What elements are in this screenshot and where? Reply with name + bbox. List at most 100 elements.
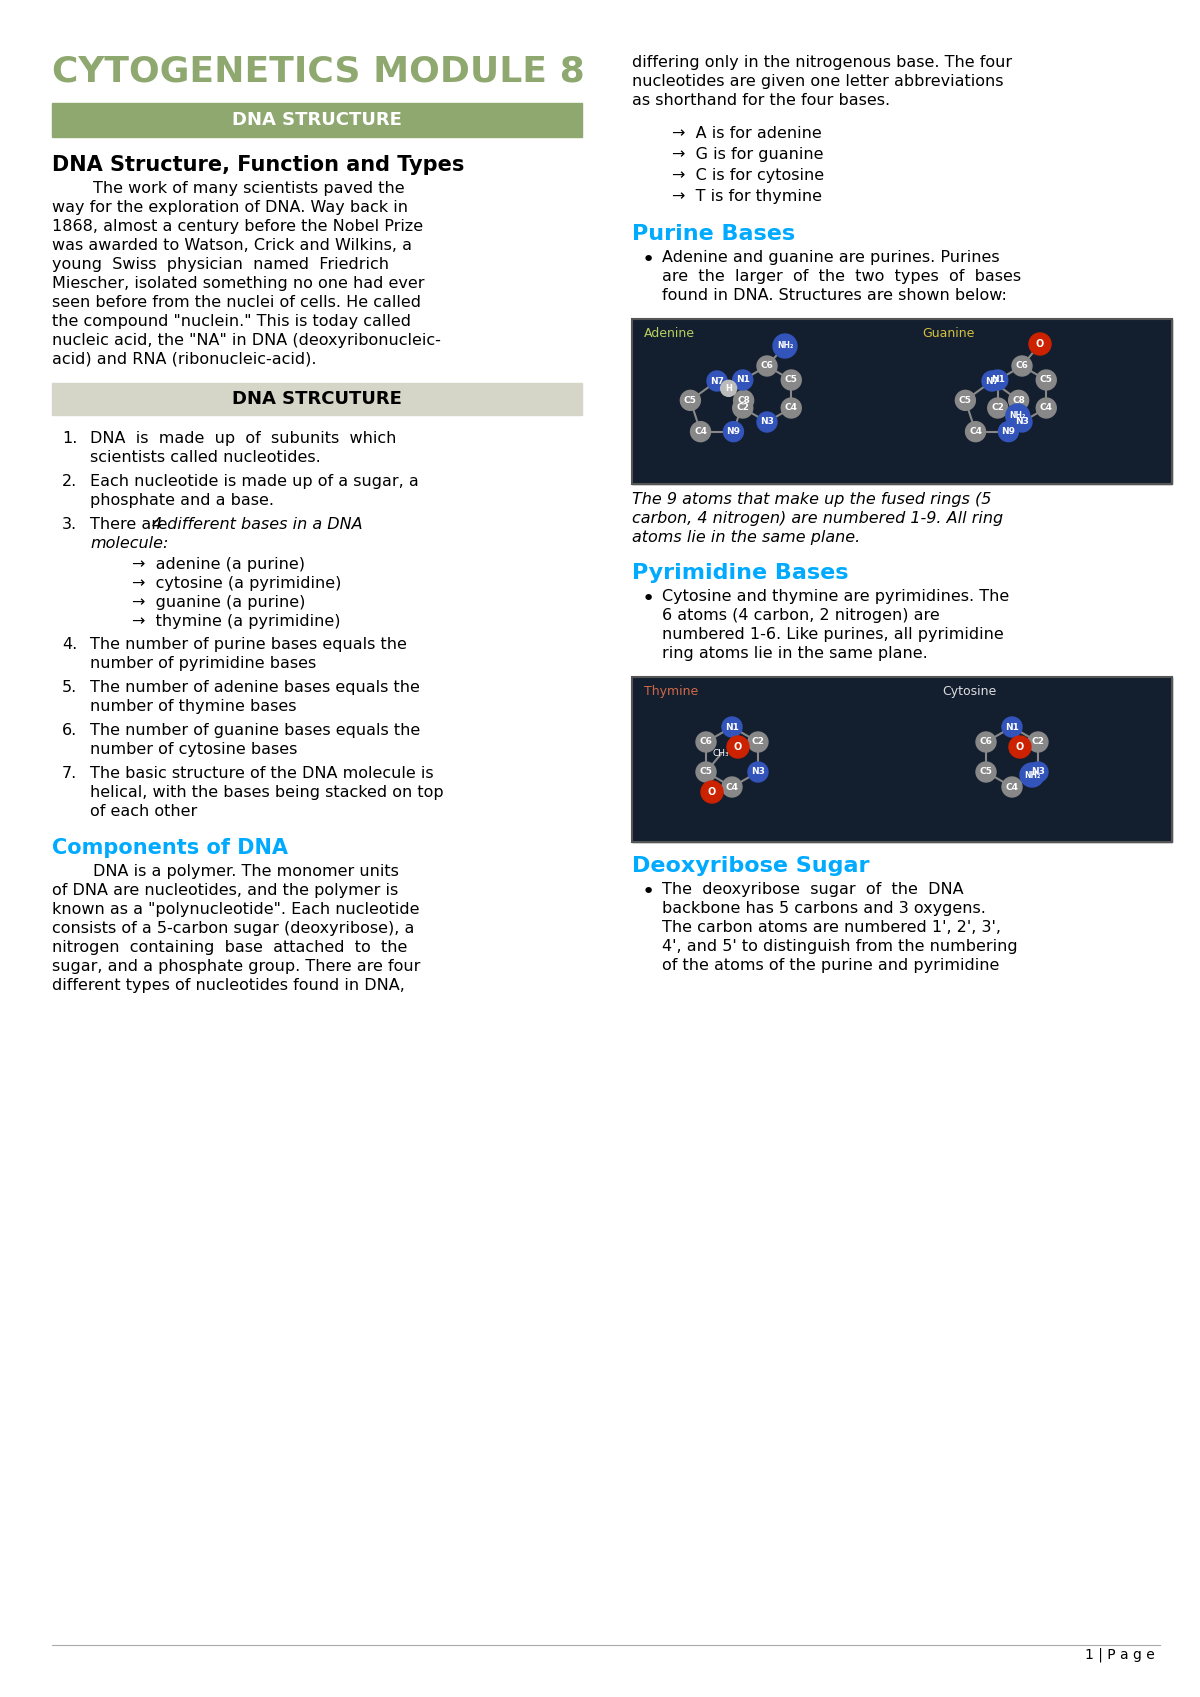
Text: phosphate and a base.: phosphate and a base.	[90, 494, 274, 507]
Text: →  cytosine (a pyrimidine): → cytosine (a pyrimidine)	[132, 575, 341, 591]
Text: C5: C5	[1040, 375, 1052, 385]
Text: The number of adenine bases equals the: The number of adenine bases equals the	[90, 680, 420, 696]
Bar	[632, 677, 1172, 842]
Text: →  A is for adenine: → A is for adenine	[672, 126, 822, 141]
Text: O: O	[734, 742, 742, 752]
Circle shape	[724, 421, 744, 441]
Circle shape	[727, 736, 749, 759]
Text: DNA Structure, Function and Types: DNA Structure, Function and Types	[52, 154, 464, 175]
Text: of each other: of each other	[90, 804, 197, 820]
Bar	[632, 319, 1172, 484]
Text: N1: N1	[991, 375, 1004, 385]
Circle shape	[748, 731, 768, 752]
Text: DNA is a polymer. The monomer units: DNA is a polymer. The monomer units	[52, 864, 398, 879]
Circle shape	[748, 762, 768, 782]
Circle shape	[733, 390, 754, 411]
Text: Adenine: Adenine	[644, 328, 695, 339]
Circle shape	[1030, 333, 1051, 355]
Circle shape	[1037, 399, 1056, 417]
Circle shape	[781, 399, 802, 417]
Text: NH₂: NH₂	[1024, 770, 1040, 779]
Text: way for the exploration of DNA. Way back in: way for the exploration of DNA. Way back…	[52, 200, 408, 216]
Text: 6.: 6.	[62, 723, 77, 738]
Text: nitrogen  containing  base  attached  to  the: nitrogen containing base attached to the	[52, 940, 407, 955]
Text: 7.: 7.	[62, 765, 77, 781]
Text: DNA  is  made  up  of  subunits  which: DNA is made up of subunits which	[90, 431, 396, 446]
Circle shape	[1009, 736, 1031, 759]
Circle shape	[988, 399, 1008, 417]
Text: number of thymine bases: number of thymine bases	[90, 699, 296, 714]
Text: →  thymine (a pyrimidine): → thymine (a pyrimidine)	[132, 614, 341, 630]
Circle shape	[680, 390, 701, 411]
Circle shape	[722, 718, 742, 736]
Text: N1: N1	[736, 375, 750, 385]
Text: N9: N9	[1002, 428, 1015, 436]
Text: C4: C4	[694, 428, 707, 436]
Text: sugar, and a phosphate group. There are four: sugar, and a phosphate group. There are …	[52, 959, 420, 974]
Text: The work of many scientists paved the: The work of many scientists paved the	[52, 182, 404, 195]
Text: The number of purine bases equals the: The number of purine bases equals the	[90, 636, 407, 652]
Text: carbon, 4 nitrogen) are numbered 1-9. All ring: carbon, 4 nitrogen) are numbered 1-9. Al…	[632, 511, 1003, 526]
Circle shape	[773, 334, 797, 358]
Text: Adenine and guanine are purines. Purines: Adenine and guanine are purines. Purines	[662, 249, 1000, 265]
Text: The basic structure of the DNA molecule is: The basic structure of the DNA molecule …	[90, 765, 433, 781]
Text: number of pyrimidine bases: number of pyrimidine bases	[90, 657, 317, 670]
Text: N3: N3	[760, 417, 774, 426]
Text: O: O	[1016, 742, 1024, 752]
Text: C2: C2	[1032, 738, 1044, 747]
Circle shape	[1028, 731, 1048, 752]
Text: C5: C5	[959, 395, 972, 406]
Text: N7: N7	[710, 377, 724, 385]
Text: Deoxyribose Sugar: Deoxyribose Sugar	[632, 855, 870, 876]
Text: acid) and RNA (ribonucleic-acid).: acid) and RNA (ribonucleic-acid).	[52, 351, 317, 367]
Text: 6 atoms (4 carbon, 2 nitrogen) are: 6 atoms (4 carbon, 2 nitrogen) are	[662, 608, 940, 623]
Circle shape	[1037, 370, 1056, 390]
Text: Pyrimidine Bases: Pyrimidine Bases	[632, 563, 848, 584]
Text: N1: N1	[725, 723, 739, 731]
Text: C2: C2	[751, 738, 764, 747]
Text: C5: C5	[684, 395, 697, 406]
Circle shape	[1012, 356, 1032, 377]
Circle shape	[988, 370, 1008, 390]
Text: →  C is for cytosine: → C is for cytosine	[672, 168, 824, 183]
Text: backbone has 5 carbons and 3 oxygens.: backbone has 5 carbons and 3 oxygens.	[662, 901, 986, 916]
Text: C2: C2	[737, 404, 749, 412]
Circle shape	[757, 356, 778, 377]
Text: 4', and 5' to distinguish from the numbering: 4', and 5' to distinguish from the numbe…	[662, 938, 1018, 954]
Circle shape	[1002, 718, 1022, 736]
Text: →  G is for guanine: → G is for guanine	[672, 148, 823, 161]
Text: Each nucleotide is made up of a sugar, a: Each nucleotide is made up of a sugar, a	[90, 473, 419, 489]
Text: 2.: 2.	[62, 473, 77, 489]
Text: young  Swiss  physician  named  Friedrich: young Swiss physician named Friedrich	[52, 256, 389, 272]
Text: C5: C5	[979, 767, 992, 777]
Circle shape	[696, 762, 716, 782]
Text: CH₃: CH₃	[713, 750, 730, 759]
Text: The number of guanine bases equals the: The number of guanine bases equals the	[90, 723, 420, 738]
Text: of the atoms of the purine and pyrimidine: of the atoms of the purine and pyrimidin…	[662, 959, 1000, 972]
Text: are  the  larger  of  the  two  types  of  bases: are the larger of the two types of bases	[662, 270, 1021, 283]
Circle shape	[982, 372, 1002, 390]
Text: 3.: 3.	[62, 518, 77, 531]
Text: Thymine: Thymine	[644, 686, 698, 697]
Text: N9: N9	[726, 428, 740, 436]
Text: •: •	[642, 589, 655, 609]
Circle shape	[1009, 390, 1028, 411]
Text: C4: C4	[726, 782, 738, 791]
Text: Guanine: Guanine	[922, 328, 974, 339]
Text: C5: C5	[785, 375, 798, 385]
Text: ring atoms lie in the same plane.: ring atoms lie in the same plane.	[662, 647, 928, 662]
Text: numbered 1-6. Like purines, all pyrimidine: numbered 1-6. Like purines, all pyrimidi…	[662, 626, 1003, 641]
Text: 1.: 1.	[62, 431, 77, 446]
Circle shape	[955, 390, 976, 411]
Circle shape	[1028, 762, 1048, 782]
Text: DNA STRUCTURE: DNA STRUCTURE	[232, 110, 402, 129]
Text: The carbon atoms are numbered 1', 2', 3',: The carbon atoms are numbered 1', 2', 3'…	[662, 920, 1001, 935]
Bar	[632, 319, 1172, 484]
Text: Components of DNA: Components of DNA	[52, 838, 288, 859]
Text: nucleic acid, the "NA" in DNA (deoxyribonucleic-: nucleic acid, the "NA" in DNA (deoxyribo…	[52, 333, 440, 348]
Text: O: O	[708, 787, 716, 798]
Circle shape	[976, 762, 996, 782]
Text: N3: N3	[751, 767, 764, 777]
Text: scientists called nucleotides.: scientists called nucleotides.	[90, 450, 320, 465]
Text: •: •	[642, 882, 655, 903]
